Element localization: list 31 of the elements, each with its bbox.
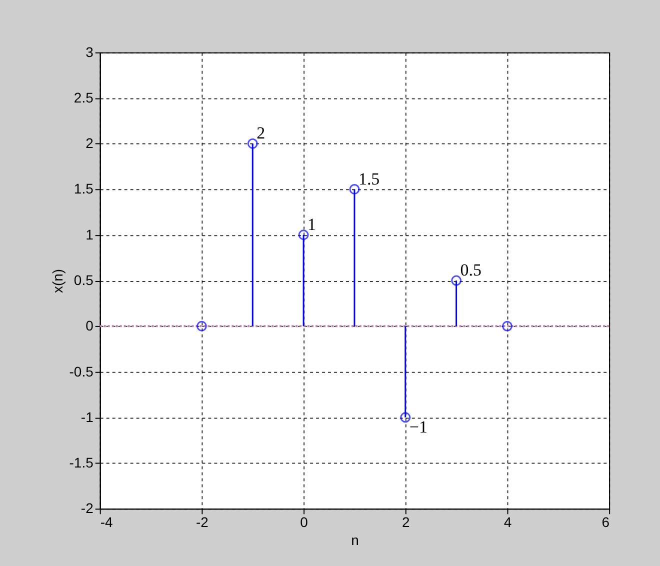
annotation: 2 [256,124,266,143]
y-tick-label: -1.5 [69,454,94,471]
point [196,320,207,332]
point [400,412,411,423]
x-axis-title: n [351,532,359,548]
y-tick-label: -1 [80,408,94,425]
x-tick-label: 0 [300,514,308,530]
y-tick-label: 0 [86,318,94,334]
point [247,138,258,149]
annotation: 1 [308,214,316,234]
y-tick-label: 2.5 [74,89,94,106]
y-tick-label: -2 [80,500,94,516]
y-axis-title: x(n) [49,268,66,294]
point [349,184,360,194]
x-tick-label: 2 [402,514,410,530]
annotation: 1.5 [358,169,380,188]
x-tick-label: 4 [504,514,512,530]
y-tick-label: 1 [86,226,94,242]
x-tick-label: 6 [602,514,610,530]
annotation: 0.5 [460,260,482,280]
y-tick-label: -0.5 [69,363,94,380]
x-tick-label: -2 [196,514,209,530]
y-tick-label: 1.5 [74,180,94,197]
x-tick-label: -4 [100,514,113,530]
point [451,275,462,286]
y-tick-label: 2 [86,135,94,152]
point [298,230,309,240]
y-tick-label: 3 [86,44,94,60]
y-tick-label: 0.5 [74,272,94,288]
point [502,320,512,332]
annotation: −1 [409,417,428,436]
